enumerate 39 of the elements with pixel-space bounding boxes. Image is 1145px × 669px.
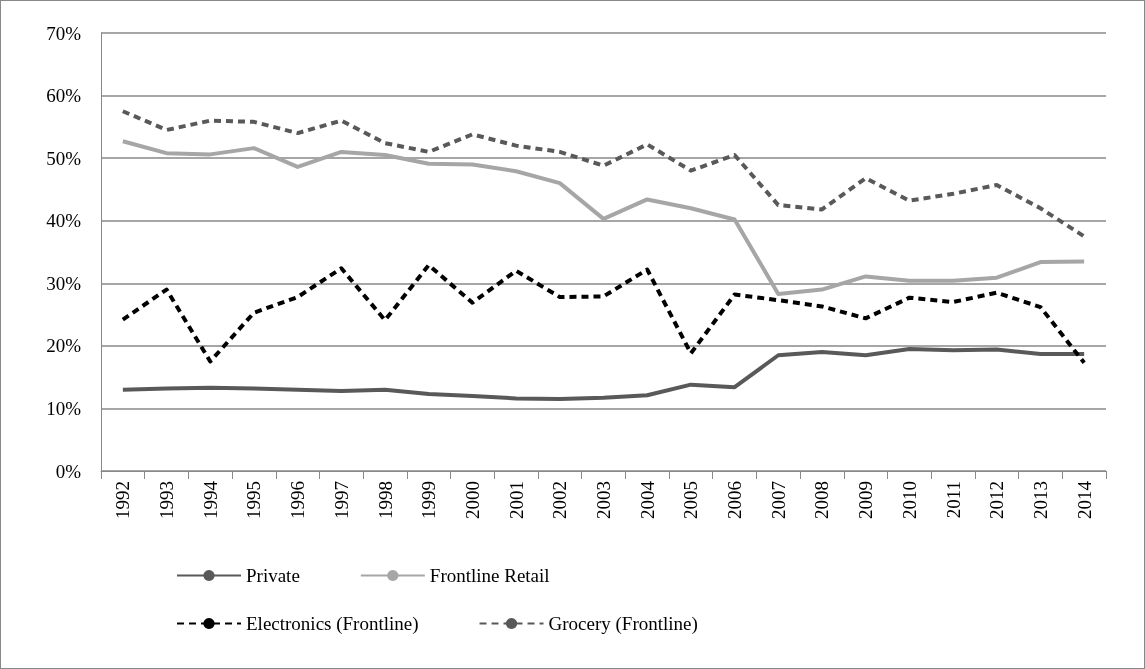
x-tick-label: 1996 bbox=[287, 481, 309, 519]
x-tick-label: 1998 bbox=[374, 481, 396, 519]
x-tick-label: 2010 bbox=[898, 481, 920, 519]
y-tick-label: 40% bbox=[46, 210, 82, 232]
x-tick-label: 2014 bbox=[1073, 480, 1095, 519]
x-tick-label: 2008 bbox=[811, 481, 833, 519]
x-tick-label: 2013 bbox=[1029, 481, 1051, 519]
x-tick-label: 2005 bbox=[680, 481, 702, 519]
x-tick-label: 2012 bbox=[986, 481, 1008, 519]
x-tick-label: 2002 bbox=[549, 481, 571, 519]
x-tick-label: 2007 bbox=[767, 481, 789, 519]
line-series bbox=[120, 139, 1087, 296]
x-tick-label: 2003 bbox=[593, 481, 614, 519]
line-series bbox=[120, 346, 1087, 402]
legend-label: Frontline Retail bbox=[429, 565, 550, 586]
x-tick-label: 2000 bbox=[461, 481, 483, 519]
y-tick-label: 30% bbox=[46, 272, 82, 294]
line-series bbox=[120, 263, 1087, 365]
x-tick-label: 1999 bbox=[418, 481, 440, 519]
legend-label: Electronics (Frontline) bbox=[246, 613, 419, 635]
x-tick-label: 1995 bbox=[243, 481, 265, 519]
x-tick-label: 2001 bbox=[505, 481, 527, 519]
y-tick-label: 10% bbox=[46, 397, 82, 419]
y-tick-label: 0% bbox=[55, 460, 82, 482]
x-tick-label: 1993 bbox=[156, 481, 178, 519]
x-tick-label: 2004 bbox=[636, 480, 658, 519]
x-tick-label: 2009 bbox=[855, 481, 877, 519]
line-series bbox=[120, 109, 1087, 239]
y-tick-label: 20% bbox=[46, 335, 82, 357]
y-tick-label: 70% bbox=[46, 22, 82, 44]
legend-label: Private bbox=[246, 565, 300, 586]
x-tick-label: 1994 bbox=[199, 480, 221, 519]
y-tick-label: 50% bbox=[46, 147, 82, 169]
x-tick-label: 1992 bbox=[112, 481, 134, 519]
y-tick-label: 60% bbox=[46, 85, 82, 107]
x-tick-label: 2011 bbox=[942, 481, 964, 519]
x-tick-label: 1997 bbox=[330, 481, 352, 519]
x-tick-label: 2006 bbox=[724, 481, 746, 519]
legend-label: Grocery (Frontline) bbox=[548, 613, 698, 635]
